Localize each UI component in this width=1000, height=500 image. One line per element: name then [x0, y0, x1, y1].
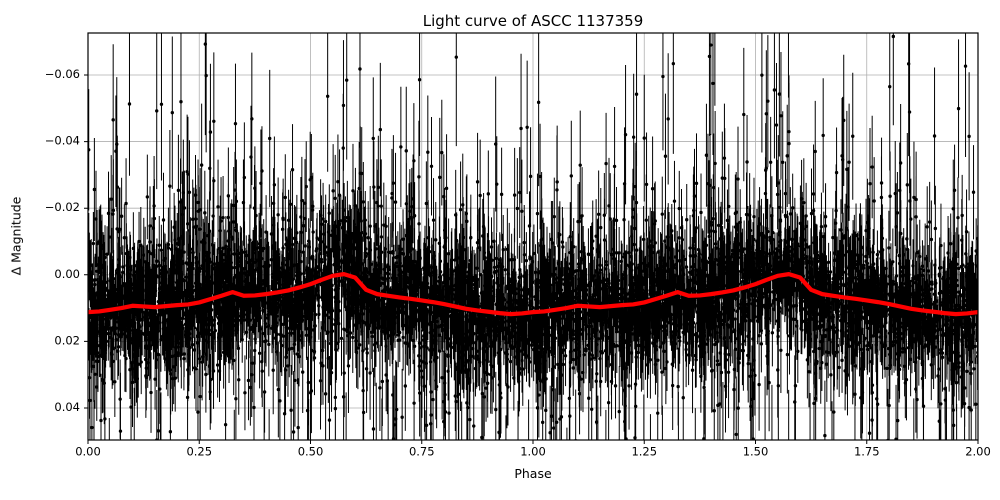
x-axis-label: Phase — [514, 466, 552, 481]
y-axis-label: Δ Magnitude — [8, 196, 24, 276]
chart-title: Light curve of ASCC 1137359 — [422, 12, 644, 30]
